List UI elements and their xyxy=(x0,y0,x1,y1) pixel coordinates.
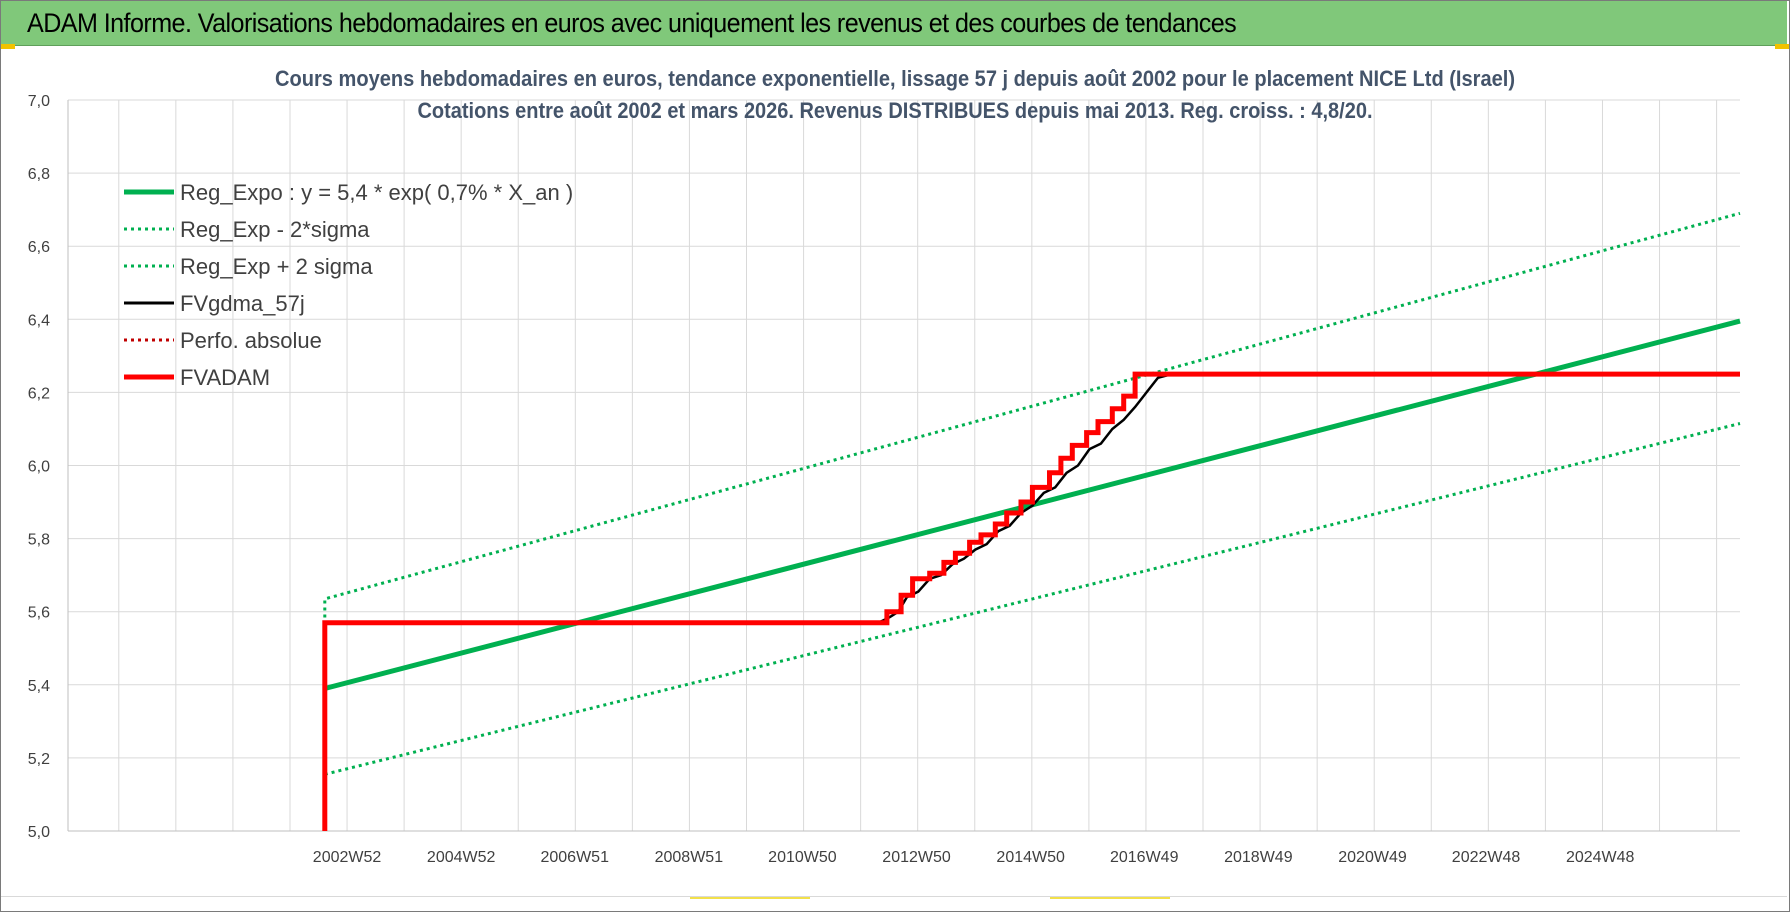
legend-label: Reg_Exp + 2 sigma xyxy=(180,254,373,279)
x-tick-label: 2004W52 xyxy=(427,849,496,866)
series-line-2 xyxy=(323,211,1741,625)
report-title: ADAM Informe. Valorisations hebdomadaire… xyxy=(27,8,1237,38)
sheet-marker xyxy=(690,897,810,899)
x-tick-label: 2018W49 xyxy=(1224,849,1293,866)
x-tick-label: 2014W50 xyxy=(996,849,1065,866)
chart-title-line-1: Cours moyens hebdomadaires en euros, ten… xyxy=(275,66,1515,91)
chart-title: Cours moyens hebdomadaires en euros, ten… xyxy=(275,66,1515,123)
sheet-marker xyxy=(1050,897,1170,899)
report-header: ADAM Informe. Valorisations hebdomadaire… xyxy=(1,1,1787,46)
legend-label: Reg_Expo : y = 5,4 * exp( 0,7% * X_an ) xyxy=(180,180,573,205)
legend-label: Reg_Exp - 2*sigma xyxy=(180,217,370,242)
chart-title-line-2: Cotations entre août 2002 et mars 2026. … xyxy=(418,98,1373,123)
grid xyxy=(68,99,1740,832)
y-tick-label: 6,2 xyxy=(28,385,50,402)
x-tick-label: 2010W50 xyxy=(768,849,837,866)
legend: Reg_Expo : y = 5,4 * exp( 0,7% * X_an ) R… xyxy=(124,180,573,390)
series-line-1 xyxy=(324,422,1741,776)
line-chart: 5,0 5,2 5,4 5,6 5,8 6,0 6,2 6,4 6,6 6,8 7,0 2002W52… xyxy=(28,66,1741,866)
y-tick-label: 5,8 xyxy=(28,532,50,549)
x-tick-label: 2012W50 xyxy=(882,849,951,866)
x-tick-label: 2002W52 xyxy=(313,849,382,866)
axes: 5,0 5,2 5,4 5,6 5,8 6,0 6,2 6,4 6,6 6,8 7,0 2002W52… xyxy=(28,93,1740,866)
legend-label: Perfo. absolue xyxy=(180,328,322,353)
bottom-divider xyxy=(1,896,1787,897)
y-tick-label: 5,4 xyxy=(28,678,50,695)
x-tick-label: 2024W48 xyxy=(1566,849,1635,866)
y-tick-label: 7,0 xyxy=(28,93,50,110)
x-tick-label: 2008W51 xyxy=(655,849,724,866)
x-tick-label: 2006W51 xyxy=(540,849,609,866)
series-line-5 xyxy=(322,371,1740,831)
corner-marker xyxy=(1,44,15,49)
y-tick-label: 6,0 xyxy=(28,459,50,476)
legend-label: FVgdma_57j xyxy=(180,291,305,316)
series xyxy=(322,211,1741,831)
y-tick-label: 6,8 xyxy=(28,166,50,183)
x-tick-label: 2022W48 xyxy=(1452,849,1521,866)
legend-label: FVADAM xyxy=(180,365,270,390)
corner-marker xyxy=(1775,44,1789,49)
y-tick-label: 5,2 xyxy=(28,751,50,768)
y-tick-label: 6,4 xyxy=(28,312,50,329)
y-tick-label: 5,0 xyxy=(28,824,50,841)
x-tick-label: 2016W49 xyxy=(1110,849,1179,866)
y-tick-label: 6,6 xyxy=(28,239,50,256)
x-tick-label: 2020W49 xyxy=(1338,849,1407,866)
y-tick-label: 5,6 xyxy=(28,605,50,622)
